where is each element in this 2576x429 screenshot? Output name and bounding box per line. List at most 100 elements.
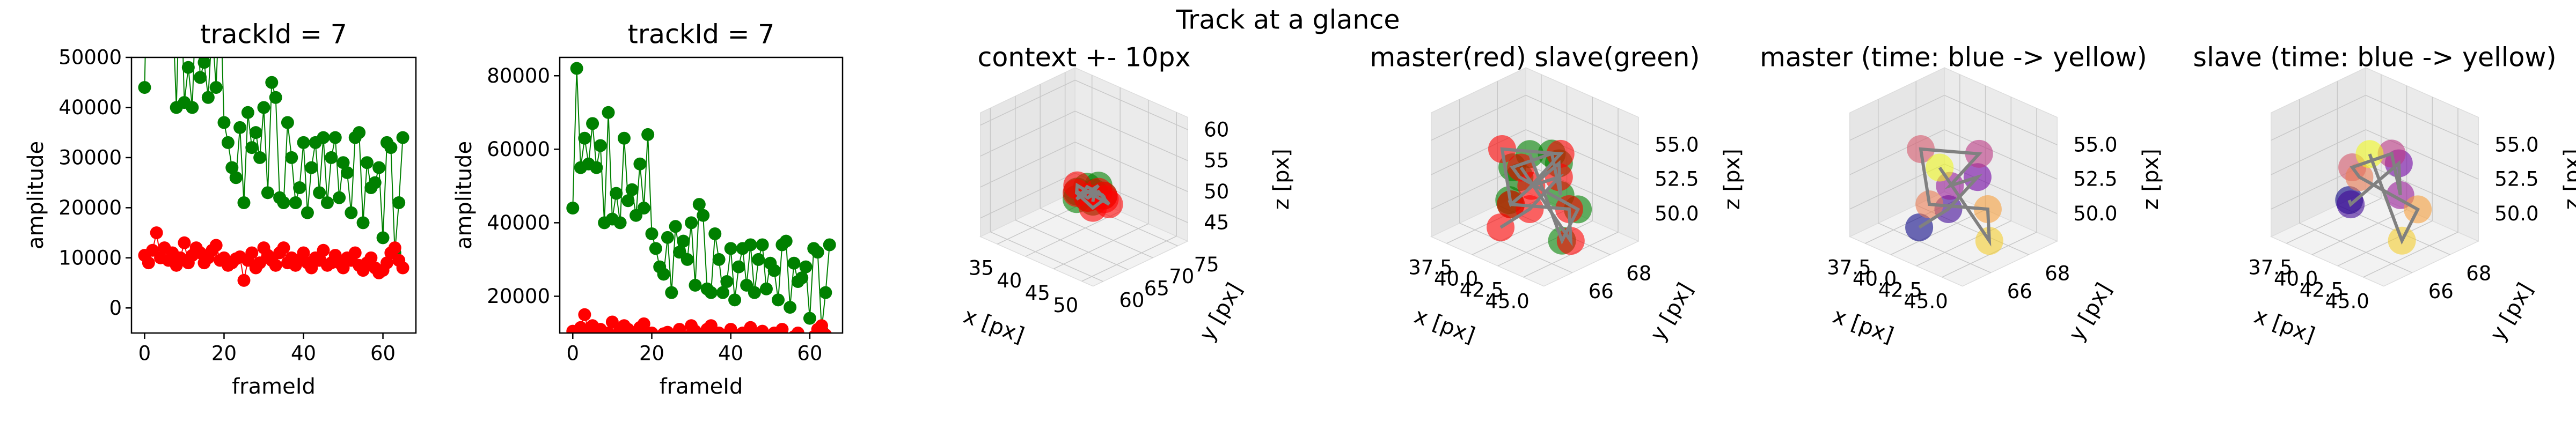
x-tick-label: 50: [1053, 294, 1078, 317]
y-tick-label: 0: [109, 297, 122, 320]
point: [744, 238, 757, 252]
point: [645, 227, 658, 240]
point: [340, 166, 354, 179]
point: [680, 253, 694, 266]
point: [692, 198, 706, 211]
point: [677, 234, 690, 248]
point: [297, 136, 310, 149]
grid-line: [980, 110, 1075, 157]
point: [146, 26, 159, 39]
z-axis-label: z [px]: [2560, 149, 2576, 210]
point: [744, 321, 757, 333]
point: [811, 246, 824, 259]
grid-line: [1459, 223, 1573, 273]
point: [245, 141, 259, 154]
point: [728, 293, 742, 307]
grid-line: [1431, 94, 1526, 141]
grid-line: [1431, 129, 1526, 175]
x-tick-label: 45: [1025, 282, 1050, 305]
point: [708, 227, 722, 240]
point: [388, 241, 401, 255]
grid-line: [1472, 209, 1567, 255]
z-tick-label: 55.0: [2494, 134, 2538, 157]
y-tick-label: 20000: [58, 196, 122, 219]
point: [328, 131, 342, 144]
point: [782, 332, 789, 333]
point: [289, 196, 302, 210]
x-axis-label: frameId: [232, 374, 316, 399]
x-tick-label: 0: [567, 342, 580, 365]
grid-line: [1040, 208, 1153, 258]
x-tick-label: 40: [997, 269, 1022, 292]
point: [641, 128, 655, 141]
grid-line: [1849, 94, 1945, 141]
grid-line: [2271, 94, 2366, 141]
point: [229, 171, 243, 184]
point: [764, 334, 777, 347]
x-axis-label: frameId: [660, 374, 743, 399]
point: [384, 141, 398, 154]
point: [649, 242, 662, 255]
x-tick-label: 0: [138, 342, 151, 365]
trajectory: [1499, 147, 1573, 247]
point: [752, 253, 765, 266]
x-tick-label: 40: [291, 342, 316, 365]
point: [348, 246, 362, 260]
x-tick-label: 45.0: [2325, 290, 2369, 313]
point: [336, 156, 350, 169]
point: [720, 275, 734, 289]
x-tick-label: 37.5: [1827, 256, 1871, 279]
x-axis-label: x [px]: [1411, 304, 1478, 348]
trajectory: [2347, 151, 2420, 245]
point: [637, 201, 650, 214]
point: [621, 194, 635, 208]
y-axis-label: y [px]: [1645, 279, 1698, 345]
x-tick-label: 60: [797, 342, 822, 365]
z-tick-label: 50: [1204, 180, 1229, 203]
point: [716, 286, 729, 299]
y-tick-label: 68: [2466, 262, 2491, 285]
point: [253, 151, 267, 164]
y-tick-label: 66: [2007, 280, 2032, 303]
point: [142, 256, 155, 270]
point: [637, 317, 650, 330]
point: [673, 323, 686, 333]
x-tick-label: 45.0: [1485, 290, 1529, 313]
point: [759, 282, 773, 295]
grid-line: [990, 231, 1103, 282]
point: [396, 261, 409, 275]
point: [261, 186, 274, 199]
point: [661, 231, 674, 244]
point: [578, 131, 591, 145]
point: [775, 323, 789, 333]
point: [221, 136, 235, 149]
point: [245, 246, 259, 260]
point: [751, 332, 758, 333]
point: [601, 332, 608, 333]
axes-frame: [130, 56, 417, 334]
trajectory: [1918, 147, 1992, 247]
y-tick-label: 40000: [487, 211, 550, 234]
y-tick-label: 20000: [487, 285, 550, 308]
point: [301, 206, 314, 219]
point: [277, 241, 290, 255]
y-axis-label: y [px]: [1195, 279, 1247, 345]
point: [209, 239, 223, 252]
y-axis-label: amplitude: [24, 141, 48, 249]
point: [237, 273, 251, 287]
point: [610, 187, 623, 200]
y-tick-label: 30000: [58, 146, 122, 169]
point: [209, 81, 223, 94]
point: [602, 106, 615, 119]
point: [724, 242, 737, 255]
point: [368, 176, 382, 189]
point: [803, 312, 816, 325]
point: [201, 91, 215, 104]
point: [685, 216, 698, 230]
point: [590, 161, 603, 174]
point: [712, 253, 726, 266]
y-tick-label: 80000: [487, 64, 550, 87]
y-tick-label: 66: [1589, 280, 1614, 303]
point: [699, 332, 707, 333]
